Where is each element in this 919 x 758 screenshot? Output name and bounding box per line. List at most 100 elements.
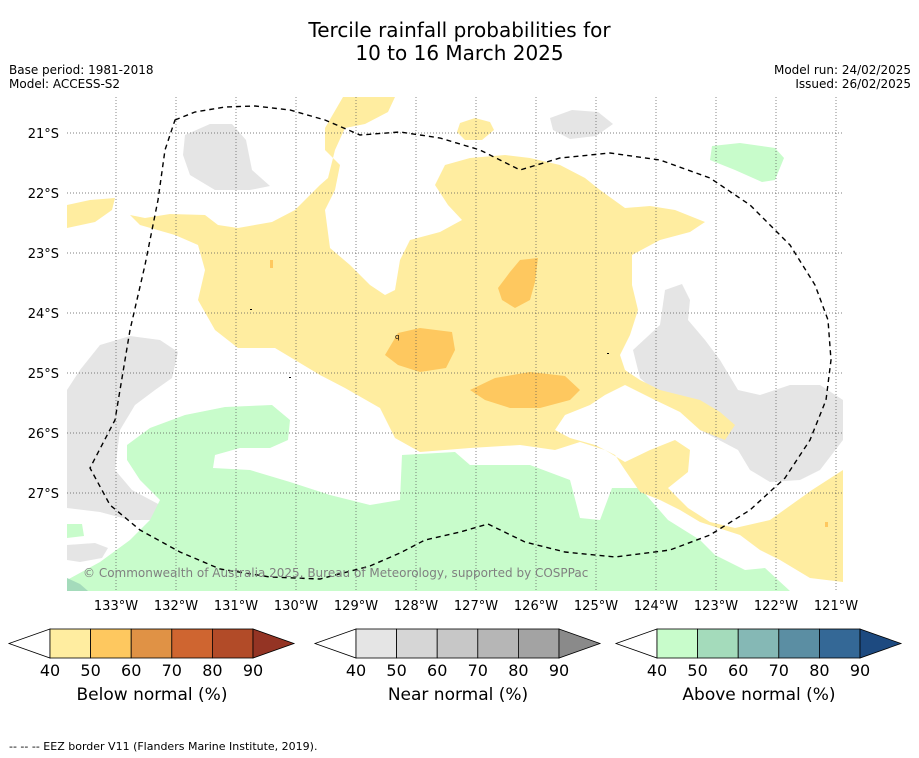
below-normal-strong-region [470,372,580,408]
colorbar-tick-label: 90 [549,661,569,680]
longitude-label: 132°W [154,599,198,614]
colorbar-tick-label: 80 [202,661,222,680]
graticule [67,97,843,591]
longitude-label: 130°W [274,599,318,614]
model-run: Model run: 24/02/2025 [773,63,911,77]
colorbar-segment [211,628,254,659]
latitude-label: 27°S [28,487,59,502]
colorbar-segment [697,628,739,659]
latitude-label: 21°S [28,127,59,142]
near-normal-region [183,124,270,190]
near-normal-region [633,284,843,482]
colorbar-segment [49,628,91,659]
longitude-label: 129°W [334,599,378,614]
small-island-marker [289,377,291,378]
colorbar-tick-label: 50 [386,661,406,680]
map-area: q © Commonwealth of Australia 2025, Bure… [67,97,843,591]
colorbar-near-title: Near normal (%) [387,685,529,705]
below-normal-region [67,198,115,228]
longitude-label: 123°W [694,599,738,614]
colorbar-tick-label: 70 [468,661,488,680]
colorbar: 40 50 60 70 80 90 [313,628,602,680]
colorbar-segment [396,628,438,659]
colorbar-below-title: Below normal (%) [76,685,228,705]
colorbar-tick-label: 70 [769,661,789,680]
colorbar-segment [656,628,698,659]
colorbar-tick-label: 80 [809,661,829,680]
colorbar-low-extension [7,628,51,659]
eez-footnote: -- -- -- EEZ border V11 (Flanders Marine… [9,740,318,753]
longitude-label: 124°W [634,599,678,614]
small-island-marker: q [395,333,399,341]
colorbar-high-extension [558,628,602,659]
below-normal-strong-spot [270,260,273,268]
meta-left: Base period: 1981-2018 Model: ACCESS-S2 [9,63,154,91]
colorbar-segment [171,628,213,659]
title-line-2: 10 to 16 March 2025 [355,41,564,65]
latitude-label: 22°S [28,187,59,202]
colorbar-tick-label: 90 [850,661,870,680]
colorbar-tick-label: 80 [508,661,528,680]
latitude-label: 24°S [28,307,59,322]
small-island-marker [250,309,252,310]
latitude-labels: 21°S 22°S 23°S 24°S 25°S 26°S 27°S [28,127,59,502]
colorbar-tick-label: 50 [80,661,100,680]
longitude-label: 127°W [454,599,498,614]
colorbar-tick-label: 50 [687,661,707,680]
near-normal-region [550,110,613,139]
above-normal-region [710,143,784,182]
latitude-label: 26°S [28,427,59,442]
small-island-marker [607,353,609,354]
near-normal-region [67,543,108,562]
colorbar-low-extension [614,628,658,659]
longitude-label: 122°W [754,599,798,614]
colorbar-segment [518,628,560,659]
below-normal-strong-spot [825,522,828,527]
colorbar-high-extension [252,628,296,659]
colorbar: 40 50 60 70 80 90 [614,628,903,680]
colorbar-tick-label: 40 [647,661,667,680]
title-line-1: Tercile rainfall probabilities for [308,18,611,42]
colorbar-tick-label: 60 [728,661,748,680]
colorbar-segment [130,628,173,659]
longitude-label: 128°W [394,599,438,614]
longitude-label: 131°W [214,599,258,614]
longitude-label: 121°W [814,599,858,614]
map-title: Tercile rainfall probabilities for 10 to… [0,19,919,65]
colorbar-above-title: Above normal (%) [682,685,836,705]
colorbar-segment [355,628,397,659]
base-period: Base period: 1981-2018 [9,63,154,77]
colorbar-segment [737,628,780,659]
colorbar-tick-label: 70 [162,661,182,680]
below-normal-region [130,97,843,582]
colorbar-segment [90,628,132,659]
copyright-watermark: © Commonwealth of Australia 2025, Bureau… [83,566,588,580]
meta-right: Model run: 24/02/2025 Issued: 26/02/2025 [774,63,911,91]
near-normal-region [67,336,178,520]
colorbar-tick-label: 90 [243,661,263,680]
latitude-label: 25°S [28,367,59,382]
longitude-label: 133°W [94,599,138,614]
above-normal-region [67,524,84,538]
colorbars: 40 50 60 70 80 90 40 50 60 70 80 90 40 50 60 70 80 90 [7,628,903,680]
longitude-label: 126°W [514,599,558,614]
colorbar-segment [436,628,479,659]
below-normal-strong-region [385,328,455,372]
below-normal-strong-region [498,258,538,308]
colorbar-segment [477,628,519,659]
colorbar-high-extension [859,628,903,659]
above-normal-region [67,405,790,591]
colorbar-tick-label: 60 [121,661,141,680]
model-name: Model: ACCESS-S2 [9,77,121,91]
colorbar: 40 50 60 70 80 90 [7,628,296,680]
issued-date: Issued: 26/02/2025 [795,77,911,91]
latitude-label: 23°S [28,247,59,262]
below-normal-region [457,118,494,140]
above-normal-strong-region [67,578,88,591]
colorbar-segment [819,628,861,659]
colorbar-tick-label: 40 [40,661,60,680]
longitude-labels: 133°W 132°W 131°W 130°W 129°W 128°W 127°W 126°W… [94,599,858,614]
colorbar-low-extension [313,628,357,659]
colorbar-tick-label: 60 [427,661,447,680]
